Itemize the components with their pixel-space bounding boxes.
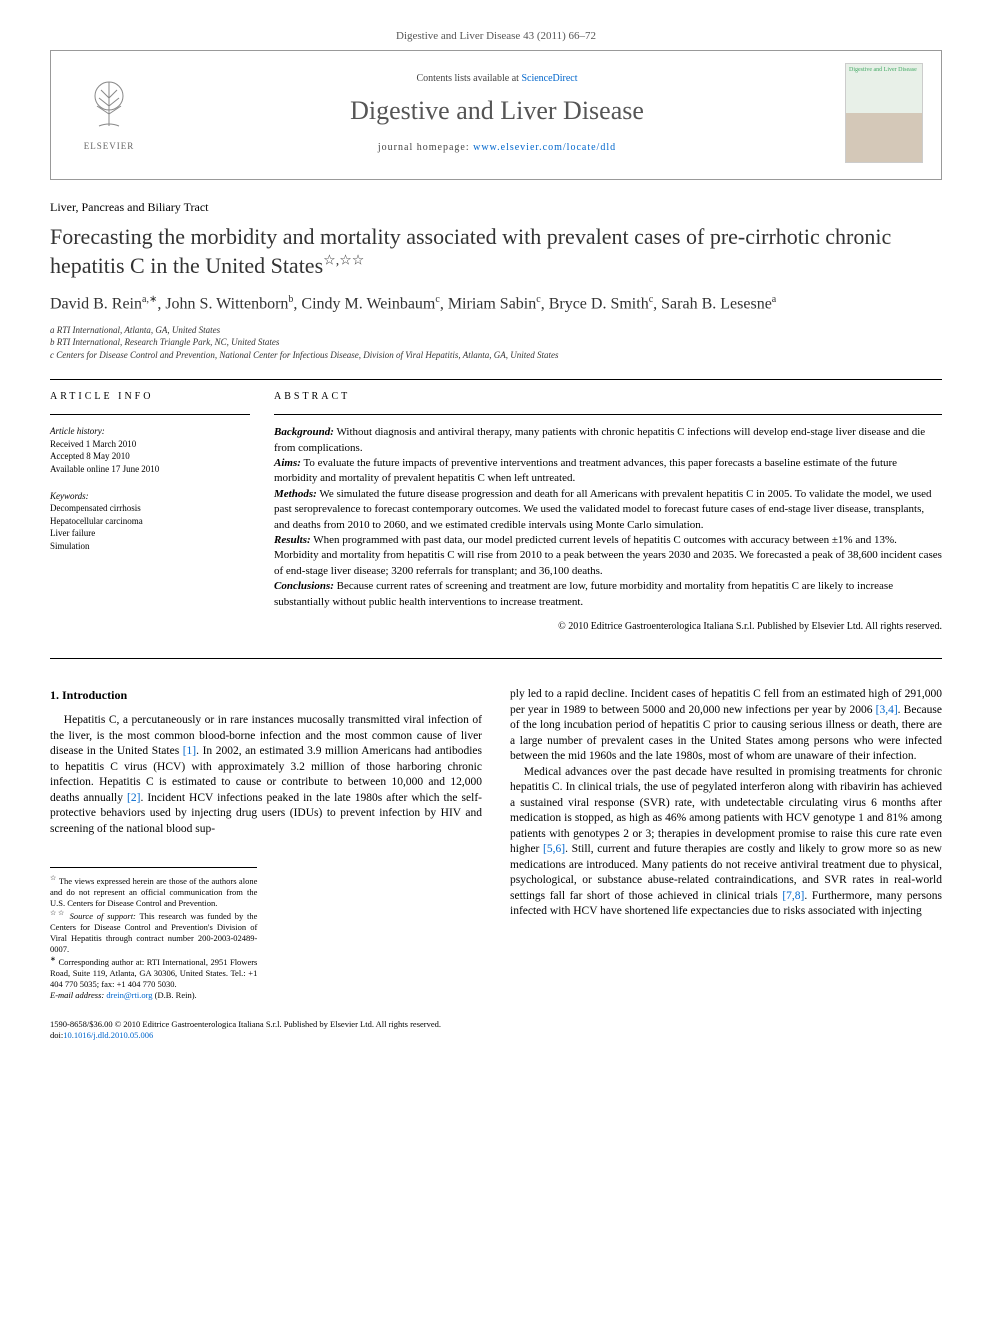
homepage-link[interactable]: www.elsevier.com/locate/dld bbox=[473, 142, 616, 153]
contents-available: Contents lists available at ScienceDirec… bbox=[149, 73, 845, 84]
abstract: ABSTRACT Background: Without diagnosis a… bbox=[274, 390, 942, 634]
footnote-corresponding: ∗ Corresponding author at: RTI Internati… bbox=[50, 955, 257, 990]
elsevier-tree-icon bbox=[81, 76, 137, 132]
section-heading: 1. Introduction bbox=[50, 687, 482, 703]
keyword: Liver failure bbox=[50, 527, 250, 540]
body-column-left: 1. Introduction Hepatitis C, a percutane… bbox=[50, 687, 482, 1001]
journal-cover-thumbnail: Digestive and Liver Disease bbox=[845, 63, 923, 163]
contents-prefix: Contents lists available at bbox=[416, 73, 521, 84]
publisher-logo: ELSEVIER bbox=[69, 76, 149, 151]
article-section: Liver, Pancreas and Biliary Tract bbox=[50, 200, 942, 215]
affiliation-b: b RTI International, Research Triangle P… bbox=[50, 336, 942, 349]
keyword: Decompensated cirrhosis bbox=[50, 502, 250, 515]
title-footnote-marks: ☆,☆☆ bbox=[323, 253, 364, 268]
homepage-prefix: journal homepage: bbox=[378, 142, 473, 153]
doi-link[interactable]: 10.1016/j.dld.2010.05.006 bbox=[63, 1030, 153, 1040]
article-title: Forecasting the morbidity and mortality … bbox=[50, 223, 942, 280]
affiliations: a RTI International, Atlanta, GA, United… bbox=[50, 324, 942, 362]
journal-header: ELSEVIER Contents lists available at Sci… bbox=[50, 50, 942, 180]
footer-copyright: 1590-8658/$36.00 © 2010 Editrice Gastroe… bbox=[50, 1019, 942, 1030]
footnote-email: E-mail address: drein@rti.org (D.B. Rein… bbox=[50, 990, 257, 1001]
authors-list: David B. Reina,∗, John S. Wittenbornb, C… bbox=[50, 294, 942, 313]
keywords-label: Keywords: bbox=[50, 490, 250, 503]
received-date: Received 1 March 2010 bbox=[50, 438, 250, 451]
divider bbox=[50, 379, 942, 380]
article-history-label: Article history: bbox=[50, 425, 250, 438]
article-info-heading: ARTICLE INFO bbox=[50, 390, 250, 404]
publisher-name: ELSEVIER bbox=[69, 141, 149, 151]
email-link[interactable]: drein@rti.org bbox=[106, 990, 152, 1000]
footnote-support: ☆☆ Source of support: This research was … bbox=[50, 909, 257, 955]
footnotes: ☆ The views expressed herein are those o… bbox=[50, 867, 257, 1001]
journal-homepage: journal homepage: www.elsevier.com/locat… bbox=[149, 142, 845, 153]
title-text: Forecasting the morbidity and mortality … bbox=[50, 224, 891, 278]
body-column-right: ply led to a rapid decline. Incident cas… bbox=[510, 687, 942, 1001]
abstract-heading: ABSTRACT bbox=[274, 390, 942, 404]
article-body: 1. Introduction Hepatitis C, a percutane… bbox=[50, 687, 942, 1001]
divider bbox=[50, 658, 942, 659]
footer-doi: doi:10.1016/j.dld.2010.05.006 bbox=[50, 1030, 942, 1041]
abstract-results: Results: When programmed with past data,… bbox=[274, 533, 942, 579]
page-footer: 1590-8658/$36.00 © 2010 Editrice Gastroe… bbox=[50, 1019, 942, 1041]
citation-link[interactable]: [5,6] bbox=[543, 843, 565, 855]
accepted-date: Accepted 8 May 2010 bbox=[50, 450, 250, 463]
online-date: Available online 17 June 2010 bbox=[50, 463, 250, 476]
footnote-views: ☆ The views expressed herein are those o… bbox=[50, 874, 257, 909]
article-info-sidebar: ARTICLE INFO Article history: Received 1… bbox=[50, 390, 250, 634]
abstract-methods: Methods: We simulated the future disease… bbox=[274, 487, 942, 533]
affiliation-a: a RTI International, Atlanta, GA, United… bbox=[50, 324, 942, 337]
abstract-aims: Aims: To evaluate the future impacts of … bbox=[274, 456, 942, 487]
abstract-conclusions: Conclusions: Because current rates of sc… bbox=[274, 579, 942, 610]
citation-link[interactable]: [2] bbox=[127, 792, 140, 804]
keyword: Hepatocellular carcinoma bbox=[50, 515, 250, 528]
abstract-background: Background: Without diagnosis and antivi… bbox=[274, 425, 942, 456]
body-paragraph: ply led to a rapid decline. Incident cas… bbox=[510, 687, 942, 765]
body-paragraph: Medical advances over the past decade ha… bbox=[510, 765, 942, 920]
citation-link[interactable]: [3,4] bbox=[876, 704, 898, 716]
affiliation-c: c Centers for Disease Control and Preven… bbox=[50, 349, 942, 362]
journal-reference: Digestive and Liver Disease 43 (2011) 66… bbox=[50, 30, 942, 42]
abstract-copyright: © 2010 Editrice Gastroenterologica Itali… bbox=[274, 620, 942, 634]
body-paragraph: Hepatitis C, a percutaneously or in rare… bbox=[50, 713, 482, 837]
sciencedirect-link[interactable]: ScienceDirect bbox=[521, 73, 577, 84]
citation-link[interactable]: [1] bbox=[183, 745, 196, 757]
journal-name: Digestive and Liver Disease bbox=[149, 96, 845, 126]
keyword: Simulation bbox=[50, 540, 250, 553]
citation-link[interactable]: [7,8] bbox=[782, 890, 804, 902]
